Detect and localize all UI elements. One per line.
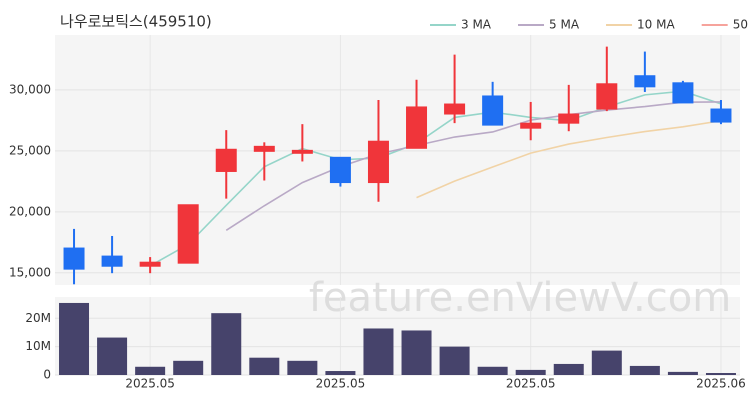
candle-body (520, 122, 542, 129)
ma-line (416, 119, 722, 199)
x-tick-label: 2025.05 (506, 377, 556, 391)
candle-body (101, 255, 123, 267)
candle-body (215, 148, 237, 172)
candle-body (558, 113, 580, 124)
volume-bar (325, 371, 356, 375)
candle-body (329, 156, 351, 184)
candle-body (634, 75, 656, 88)
candle-body (444, 103, 466, 115)
volume-bar (705, 373, 736, 375)
volume-bar (249, 357, 280, 375)
candle-body (672, 82, 694, 104)
volume-bar (667, 371, 698, 375)
price-panel (55, 35, 740, 285)
candle-body (596, 83, 618, 110)
x-tick-label: 2025.06 (696, 377, 746, 391)
legend-label: 5 MA (549, 18, 580, 32)
y-tick-label: 20,000 (9, 204, 51, 218)
candle-body (177, 204, 199, 264)
volume-bar (287, 360, 318, 375)
candle-body (291, 149, 313, 154)
candle-body (482, 95, 504, 126)
volume-bar (59, 302, 90, 375)
candle-body (63, 247, 85, 270)
volume-bar (401, 330, 432, 375)
candle-body (406, 106, 428, 149)
volume-bar (363, 328, 394, 375)
volume-bar (135, 366, 166, 375)
y-tick-label: 15,000 (9, 265, 51, 279)
ma-line (149, 90, 722, 267)
y-tick-label: 20M (25, 311, 51, 325)
legend-label: 3 MA (461, 18, 492, 32)
volume-bar (211, 313, 242, 375)
legend-label: 50 MA (733, 18, 750, 32)
volume-bar (439, 346, 470, 375)
y-tick-label: 0 (43, 368, 51, 382)
ma-line (225, 101, 721, 231)
legend-label: 10 MA (637, 18, 675, 32)
candle-body (139, 261, 161, 267)
volume-bar (591, 350, 622, 375)
y-tick-label: 25,000 (9, 143, 51, 157)
volume-bar (629, 365, 660, 375)
x-tick-label: 2025.05 (125, 377, 175, 391)
y-tick-label: 30,000 (9, 82, 51, 96)
volume-bar (97, 337, 128, 375)
volume-bar (515, 369, 546, 375)
volume-bar (477, 366, 508, 375)
volume-bar (173, 360, 204, 375)
chart-title: 나우로보틱스(459510) (60, 13, 212, 31)
candle-body (367, 140, 389, 184)
volume-bar (553, 363, 584, 375)
candle-body (710, 108, 732, 123)
volume-panel (55, 297, 740, 375)
candle-body (253, 145, 275, 152)
x-tick-label: 2025.05 (316, 377, 366, 391)
watermark: feature.enViewV.com (309, 275, 731, 321)
y-tick-label: 10M (25, 339, 51, 353)
